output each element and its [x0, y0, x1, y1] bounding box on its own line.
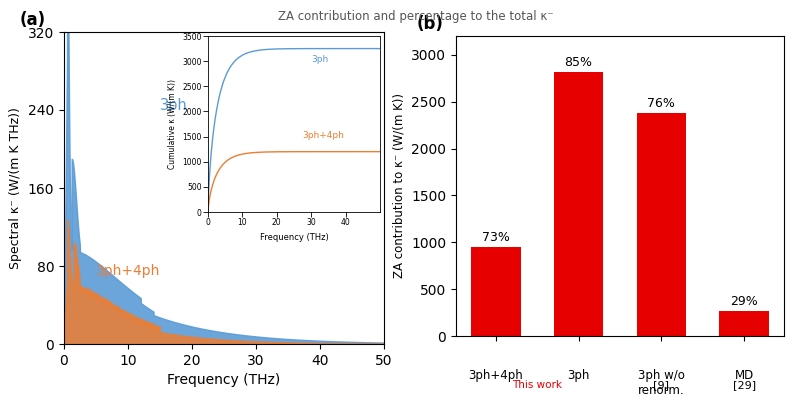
- Text: 3ph+4ph: 3ph+4ph: [302, 131, 345, 140]
- Bar: [554, 72, 603, 336]
- Bar: [719, 311, 769, 336]
- Text: [9]: [9]: [654, 380, 670, 390]
- X-axis label: Frequency (THz): Frequency (THz): [167, 373, 281, 387]
- Text: 29%: 29%: [730, 295, 758, 308]
- Y-axis label: Cumulative κ (W/(m K)): Cumulative κ (W/(m K)): [168, 79, 177, 169]
- Bar: [471, 247, 521, 336]
- Bar: [637, 113, 686, 336]
- Text: 3ph: 3ph: [311, 56, 329, 64]
- Text: 73%: 73%: [482, 231, 510, 244]
- Text: 76%: 76%: [647, 97, 675, 110]
- Text: This work: This work: [512, 380, 562, 390]
- Text: (a): (a): [19, 11, 46, 29]
- Y-axis label: ZA contribution to κ⁻ (W/(m K)): ZA contribution to κ⁻ (W/(m K)): [393, 94, 406, 278]
- Text: [29]: [29]: [733, 380, 756, 390]
- Text: (b): (b): [417, 15, 443, 33]
- Text: ZA contribution and percentage to the total κ⁻: ZA contribution and percentage to the to…: [278, 10, 554, 23]
- X-axis label: Frequency (THz): Frequency (THz): [260, 233, 328, 242]
- Text: 3ph+4ph: 3ph+4ph: [96, 264, 160, 278]
- Y-axis label: Spectral κ⁻ (W/(m K THz)): Spectral κ⁻ (W/(m K THz)): [10, 107, 22, 269]
- Text: 3ph: 3ph: [160, 98, 188, 113]
- Text: 85%: 85%: [565, 56, 593, 69]
